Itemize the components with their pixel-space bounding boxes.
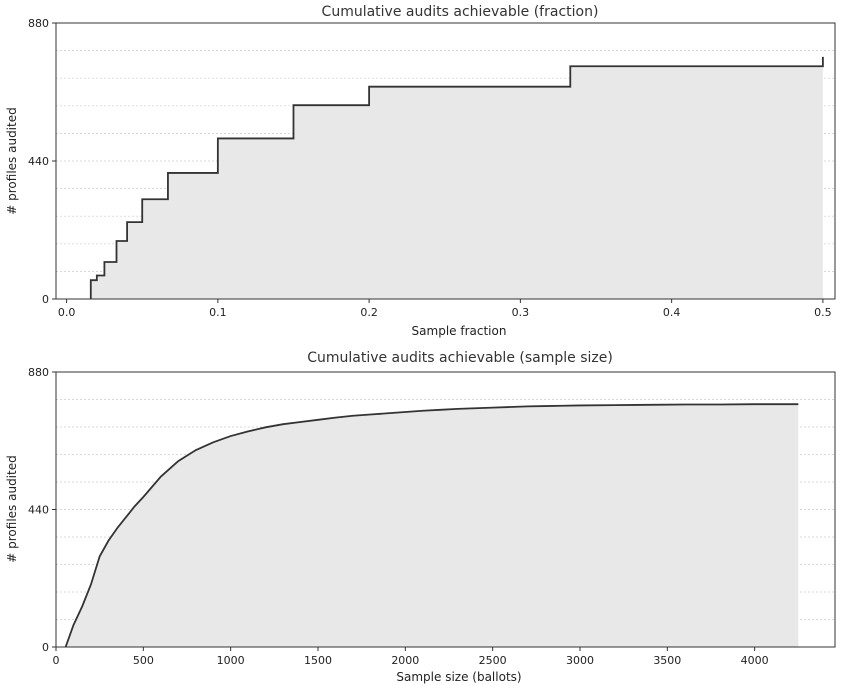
x-tick-label: 3000 <box>566 654 594 667</box>
x-tick-label: 1000 <box>217 654 245 667</box>
y-tick-label: 440 <box>28 155 49 168</box>
x-tick-label: 0.3 <box>512 306 530 319</box>
x-tick-label: 2000 <box>391 654 419 667</box>
y-axis-ticks: 0 440 880 <box>28 17 56 306</box>
chart-title: Cumulative audits achievable (fraction) <box>322 4 599 20</box>
x-tick-label: 4000 <box>741 654 769 667</box>
y-tick-label: 0 <box>42 293 49 306</box>
chart-sample-size-panel: Cumulative audits achievable (sample siz… <box>5 350 836 684</box>
x-tick-label: 0.4 <box>663 306 681 319</box>
x-tick-label: 0.1 <box>209 306 227 319</box>
y-axis-label: # profiles audited <box>5 107 19 214</box>
chart-title: Cumulative audits achievable (sample siz… <box>307 350 613 366</box>
y-tick-label: 440 <box>28 504 49 517</box>
y-tick-label: 880 <box>28 366 49 379</box>
x-tick-label: 0 <box>53 654 60 667</box>
y-axis-label: # profiles audited <box>5 455 19 562</box>
x-tick-label: 1500 <box>304 654 332 667</box>
series-line <box>89 56 824 299</box>
x-tick-label: 3500 <box>653 654 681 667</box>
area-fill <box>90 56 823 299</box>
x-axis-ticks: 0 500 1000 1500 2000 2500 3000 3500 4000 <box>53 647 769 667</box>
x-tick-label: 2500 <box>479 654 507 667</box>
x-axis-label: Sample fraction <box>412 324 507 338</box>
x-tick-label: 0.2 <box>360 306 378 319</box>
y-axis-ticks: 0 440 880 <box>28 366 56 654</box>
x-tick-label: 500 <box>133 654 154 667</box>
area-fill <box>65 404 799 647</box>
x-tick-label: 0.0 <box>58 306 76 319</box>
chart-fraction-panel: Cumulative audits achievable (fraction) … <box>5 4 836 338</box>
x-tick-label: 0.5 <box>814 306 832 319</box>
x-axis-label: Sample size (ballots) <box>396 670 521 684</box>
x-axis-ticks: 0.0 0.1 0.2 0.3 0.4 0.5 <box>58 299 832 319</box>
y-tick-label: 880 <box>28 17 49 30</box>
series-line <box>64 403 799 648</box>
y-tick-label: 0 <box>42 641 49 654</box>
